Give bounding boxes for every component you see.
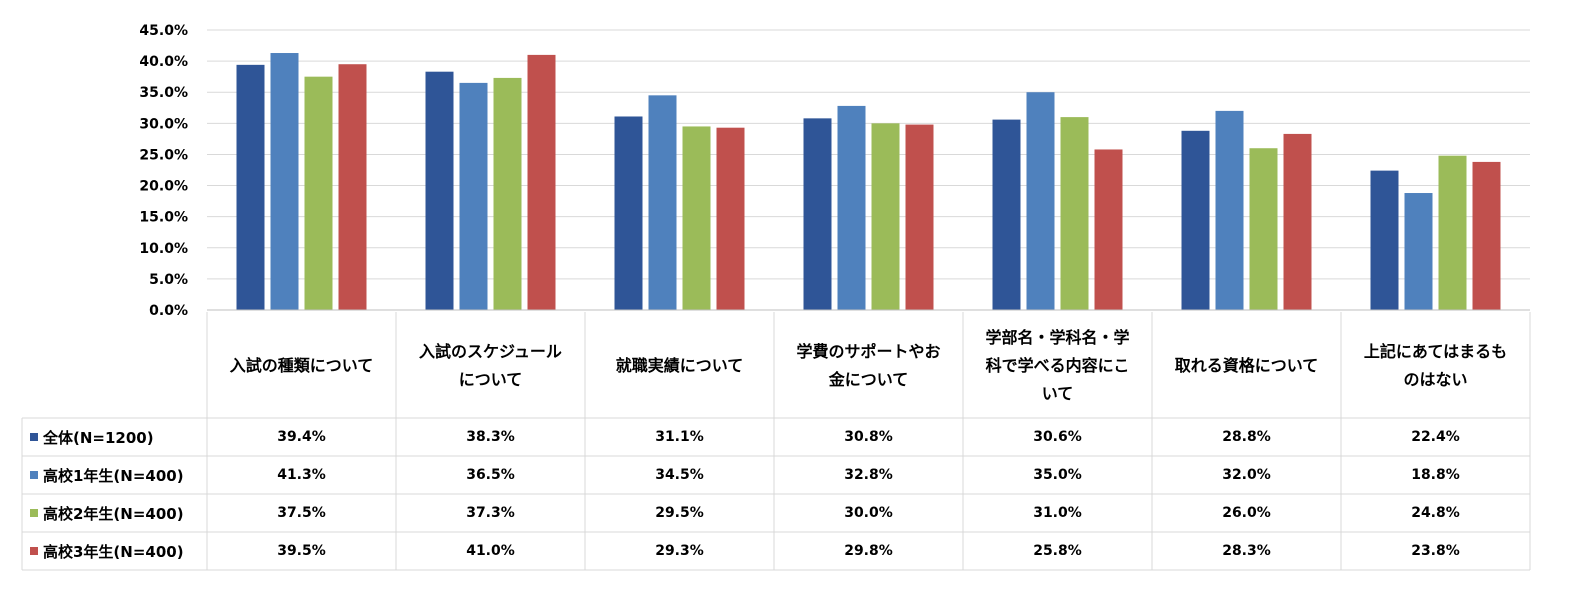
table-cell: 28.3% xyxy=(1222,543,1271,559)
y-tick-label: 0.0% xyxy=(149,303,188,319)
category-label: 就職実績について xyxy=(585,312,774,419)
table-cell: 41.0% xyxy=(466,543,515,559)
legend-key xyxy=(30,547,38,555)
bar xyxy=(648,95,677,310)
table-cell: 34.5% xyxy=(655,467,704,483)
bar xyxy=(1094,149,1123,310)
table-cell: 26.0% xyxy=(1222,505,1271,521)
category-label-line: いて xyxy=(1041,383,1074,403)
table-cell: 39.4% xyxy=(277,429,326,445)
y-tick-label: 35.0% xyxy=(139,85,188,101)
table-cell: 29.5% xyxy=(655,505,704,521)
table-cell: 31.0% xyxy=(1033,505,1082,521)
category-label-line: 取れる資格について xyxy=(1174,355,1319,375)
bar xyxy=(837,105,866,311)
y-tick-label: 5.0% xyxy=(149,272,188,288)
category-label: 学部名・学科名・学 科で学べる内容にこ いて xyxy=(963,312,1152,419)
series-legend-label: 全体(N=1200) xyxy=(30,418,154,456)
legend-key xyxy=(30,433,38,441)
y-tick-label: 25.0% xyxy=(139,147,188,163)
category-label-line: 入試のスケジュール xyxy=(419,341,562,361)
bar xyxy=(1181,130,1210,310)
bar xyxy=(1472,161,1501,310)
series-name: 高校1年生(N=400) xyxy=(43,466,184,485)
bar xyxy=(236,64,265,310)
category-label: 学費のサポートやお 金について xyxy=(774,312,963,419)
category-label: 上記にあてはまるも のはない xyxy=(1341,312,1530,419)
bar xyxy=(304,76,333,311)
table-cell: 29.3% xyxy=(655,543,704,559)
table-cell: 32.0% xyxy=(1222,467,1271,483)
table-cell: 41.3% xyxy=(277,467,326,483)
y-tick-label: 40.0% xyxy=(139,54,188,70)
category-label-line: 学部名・学科名・学 xyxy=(985,327,1130,347)
bar xyxy=(905,124,934,310)
table-cell: 24.8% xyxy=(1411,505,1460,521)
category-label-line: 就職実績について xyxy=(615,355,744,375)
table-cell: 29.8% xyxy=(844,543,893,559)
table-cell: 37.5% xyxy=(277,505,326,521)
bar xyxy=(992,119,1021,310)
bar xyxy=(1404,193,1433,310)
y-tick-label: 10.0% xyxy=(139,241,188,257)
category-label-line: 科で学べる内容にこ xyxy=(985,355,1130,375)
category-label-line: 金について xyxy=(828,369,909,389)
legend-key xyxy=(30,471,38,479)
table-cell: 39.5% xyxy=(277,543,326,559)
y-tick-label: 45.0% xyxy=(139,23,188,39)
table-cell: 30.6% xyxy=(1033,429,1082,445)
series-legend-label: 高校2年生(N=400) xyxy=(30,494,184,532)
bar xyxy=(1370,170,1399,310)
table-cell: 37.3% xyxy=(466,505,515,521)
table-cell: 30.0% xyxy=(844,505,893,521)
series-name: 全体(N=1200) xyxy=(43,428,154,447)
table-cell: 28.8% xyxy=(1222,429,1271,445)
table-cell: 31.1% xyxy=(655,429,704,445)
category-label: 入試の種類について xyxy=(207,312,396,419)
table-cell: 18.8% xyxy=(1411,467,1460,483)
bar xyxy=(1249,148,1278,310)
bar xyxy=(614,116,643,310)
legend-key xyxy=(30,509,38,517)
series-legend-label: 高校1年生(N=400) xyxy=(30,456,184,494)
y-tick-label: 30.0% xyxy=(139,116,188,132)
bar xyxy=(1215,110,1244,310)
y-tick-label: 20.0% xyxy=(139,179,188,195)
bar xyxy=(682,126,711,310)
bar xyxy=(1438,155,1467,310)
bar xyxy=(803,118,832,310)
table-cell: 32.8% xyxy=(844,467,893,483)
bar xyxy=(493,77,522,311)
category-label-line: について xyxy=(458,369,523,389)
bar xyxy=(425,71,454,310)
table-cell: 23.8% xyxy=(1411,543,1460,559)
series-legend-label: 高校3年生(N=400) xyxy=(30,532,184,570)
y-tick-label: 15.0% xyxy=(139,210,188,226)
bar xyxy=(871,123,900,310)
table-cell: 35.0% xyxy=(1033,467,1082,483)
category-label-line: のはない xyxy=(1403,369,1468,389)
category-label-line: 学費のサポートやお xyxy=(796,341,941,361)
bar xyxy=(459,82,488,310)
table-cell: 25.8% xyxy=(1033,543,1082,559)
bar xyxy=(1060,117,1089,310)
category-label-line: 上記にあてはまるも xyxy=(1363,341,1508,361)
category-label: 取れる資格について xyxy=(1152,312,1341,419)
table-cell: 22.4% xyxy=(1411,429,1460,445)
table-cell: 38.3% xyxy=(466,429,515,445)
bar xyxy=(1026,92,1055,310)
series-name: 高校3年生(N=400) xyxy=(43,542,184,561)
series-name: 高校2年生(N=400) xyxy=(43,504,184,523)
bar xyxy=(716,127,745,310)
bar xyxy=(527,54,556,311)
bar xyxy=(338,64,367,310)
table-cell: 36.5% xyxy=(466,467,515,483)
category-label: 入試のスケジュール について xyxy=(396,312,585,419)
category-label-line: 入試の種類について xyxy=(229,355,374,375)
table-cell: 30.8% xyxy=(844,429,893,445)
bar xyxy=(1283,133,1312,310)
bar xyxy=(270,53,299,311)
